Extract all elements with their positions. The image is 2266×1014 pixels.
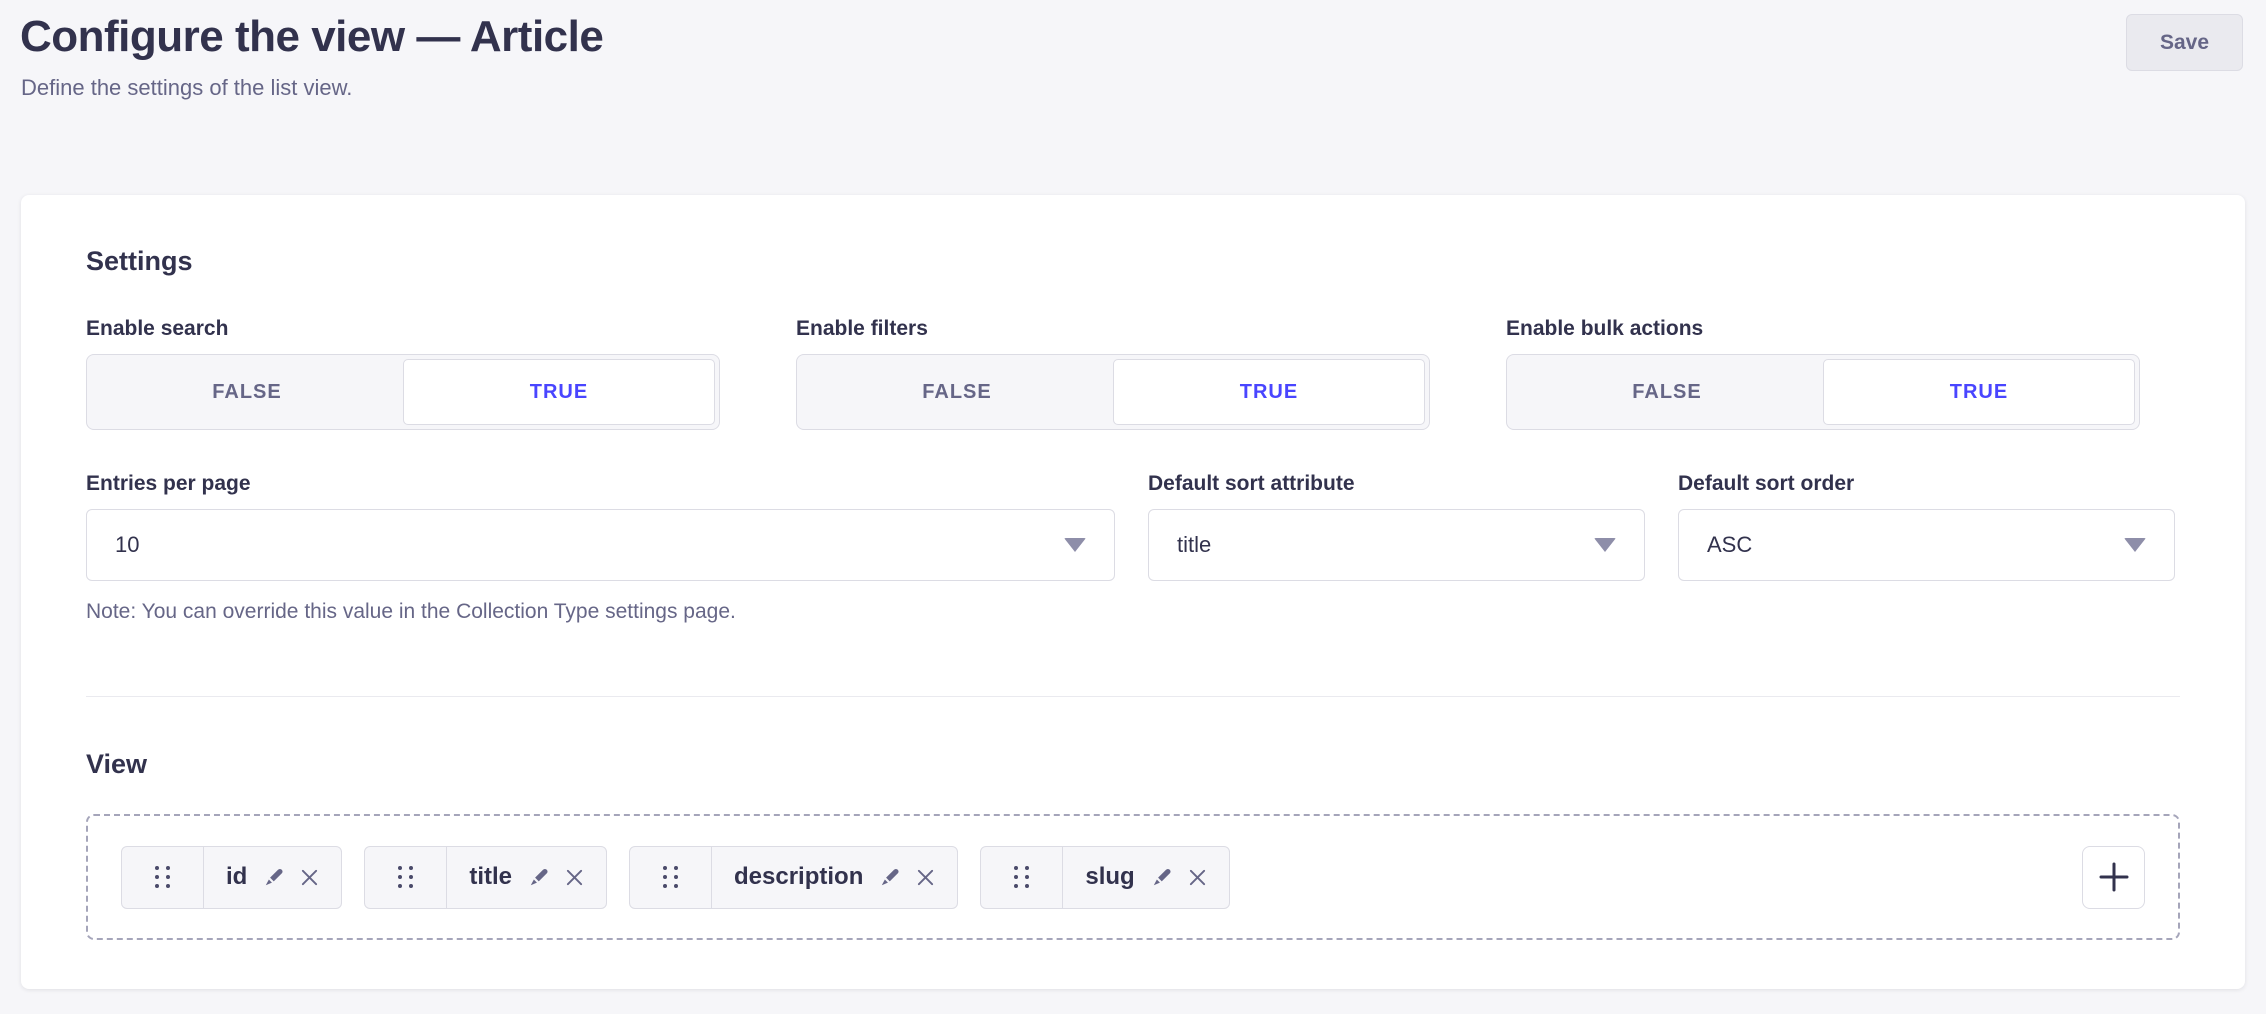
save-button[interactable]: Save: [2125, 14, 2243, 72]
field-chip-id: id: [121, 845, 343, 909]
enable-filters-toggle: FALSE TRUE: [796, 354, 1430, 430]
pencil-icon[interactable]: [528, 867, 549, 888]
entries-per-page-note: Note: You can override this value in the…: [86, 600, 736, 623]
section-divider: [86, 696, 2180, 697]
entries-per-page-value: 10: [115, 532, 140, 557]
field-chip-slug: slug: [980, 845, 1230, 909]
enable-search-true-option[interactable]: TRUE: [403, 359, 715, 425]
field-chip-label: description: [734, 863, 864, 890]
enable-search-toggle: FALSE TRUE: [86, 354, 720, 430]
page-subtitle: Define the settings of the list view.: [21, 75, 353, 100]
plus-icon: [2099, 862, 2128, 892]
field-chip-description: description: [629, 845, 959, 909]
enable-bulk-actions-label: Enable bulk actions: [1506, 317, 1704, 340]
pencil-icon[interactable]: [1151, 867, 1172, 888]
caret-down-icon: [1064, 538, 1086, 552]
view-section-heading: View: [86, 749, 148, 779]
entries-per-page-label: Entries per page: [86, 472, 251, 495]
view-fields-dropzone: id title: [86, 814, 2180, 940]
enable-filters-false-option[interactable]: FALSE: [801, 359, 1113, 425]
drag-handle-icon[interactable]: [981, 846, 1064, 908]
close-icon[interactable]: [565, 868, 584, 887]
enable-search-field: Enable search FALSE TRUE: [86, 317, 720, 430]
enable-filters-label: Enable filters: [796, 317, 928, 340]
close-icon[interactable]: [916, 868, 935, 887]
page-header: Configure the view — Article Define the …: [0, 0, 2266, 101]
default-sort-order-value: ASC: [1707, 532, 1753, 557]
pencil-icon[interactable]: [263, 867, 284, 888]
entries-per-page-select[interactable]: 10: [86, 509, 1115, 581]
field-chip-label: slug: [1085, 863, 1135, 890]
selects-row: Entries per page 10 Note: You can overri…: [86, 472, 2180, 646]
field-chip-title: title: [364, 845, 607, 909]
drag-handle-icon[interactable]: [365, 846, 448, 908]
default-sort-order-select[interactable]: ASC: [1678, 509, 2175, 581]
enable-bulk-actions-false-option[interactable]: FALSE: [1511, 359, 1823, 425]
default-sort-order-field: Default sort order ASC: [1678, 472, 2175, 581]
enable-bulk-actions-true-option[interactable]: TRUE: [1823, 359, 2135, 425]
default-sort-attribute-field: Default sort attribute title: [1148, 472, 1645, 581]
enable-bulk-actions-field: Enable bulk actions FALSE TRUE: [1506, 317, 2140, 430]
page-title: Configure the view — Article: [20, 12, 604, 61]
add-field-button[interactable]: [2082, 845, 2145, 909]
default-sort-attribute-label: Default sort attribute: [1148, 472, 1355, 495]
caret-down-icon: [1594, 538, 1616, 552]
toggles-row: Enable search FALSE TRUE Enable filters …: [86, 317, 2180, 430]
close-icon[interactable]: [300, 868, 319, 887]
enable-search-false-option[interactable]: FALSE: [91, 359, 403, 425]
settings-card: Settings Enable search FALSE TRUE Enable…: [21, 195, 2245, 989]
drag-handle-icon[interactable]: [122, 846, 204, 908]
default-sort-attribute-value: title: [1177, 532, 1212, 557]
field-chip-label: id: [226, 863, 248, 890]
entries-per-page-field: Entries per page 10 Note: You can overri…: [86, 472, 1115, 646]
default-sort-order-label: Default sort order: [1678, 472, 1855, 495]
close-icon[interactable]: [1188, 868, 1207, 887]
default-sort-attribute-select[interactable]: title: [1148, 509, 1645, 581]
settings-section-heading: Settings: [86, 246, 193, 276]
enable-filters-field: Enable filters FALSE TRUE: [796, 317, 1430, 430]
enable-filters-true-option[interactable]: TRUE: [1113, 359, 1425, 425]
pencil-icon[interactable]: [879, 867, 900, 888]
field-chip-label: title: [469, 863, 512, 890]
drag-handle-icon[interactable]: [630, 846, 712, 908]
enable-bulk-actions-toggle: FALSE TRUE: [1506, 354, 2140, 430]
caret-down-icon: [2124, 538, 2146, 552]
enable-search-label: Enable search: [86, 317, 229, 340]
page-header-text: Configure the view — Article Define the …: [20, 12, 604, 101]
